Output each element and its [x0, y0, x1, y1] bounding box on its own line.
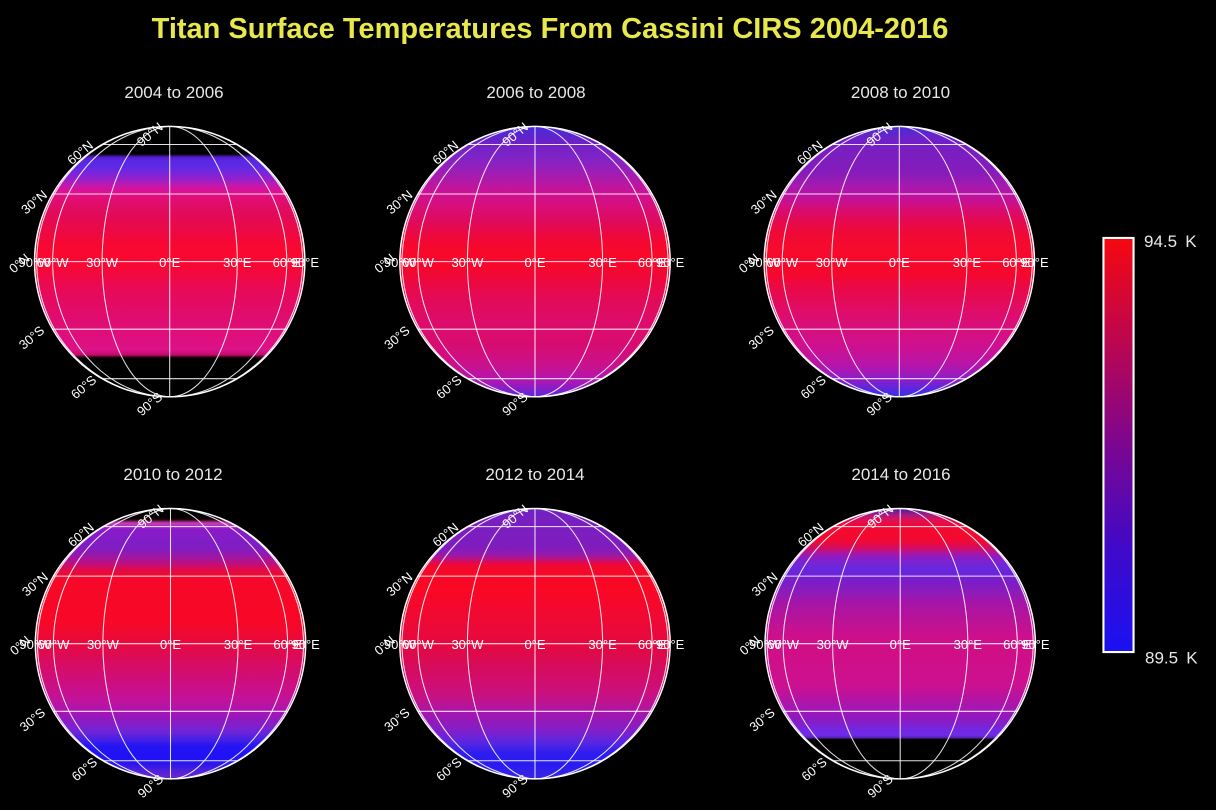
svg-text:89.5 K: 89.5 K: [1145, 649, 1198, 668]
svg-text:2006 to 2008: 2006 to 2008: [486, 83, 585, 102]
svg-text:2008 to 2010: 2008 to 2010: [851, 83, 950, 102]
svg-text:Titan Surface Temperatures Fro: Titan Surface Temperatures From Cassini …: [152, 13, 949, 45]
svg-text:2010 to 2012: 2010 to 2012: [123, 465, 222, 484]
svg-text:2004 to 2006: 2004 to 2006: [124, 83, 223, 102]
svg-text:94.5 K: 94.5 K: [1144, 232, 1197, 251]
svg-text:2014 to 2016: 2014 to 2016: [851, 465, 950, 484]
svg-text:2012 to 2014: 2012 to 2014: [485, 465, 584, 484]
